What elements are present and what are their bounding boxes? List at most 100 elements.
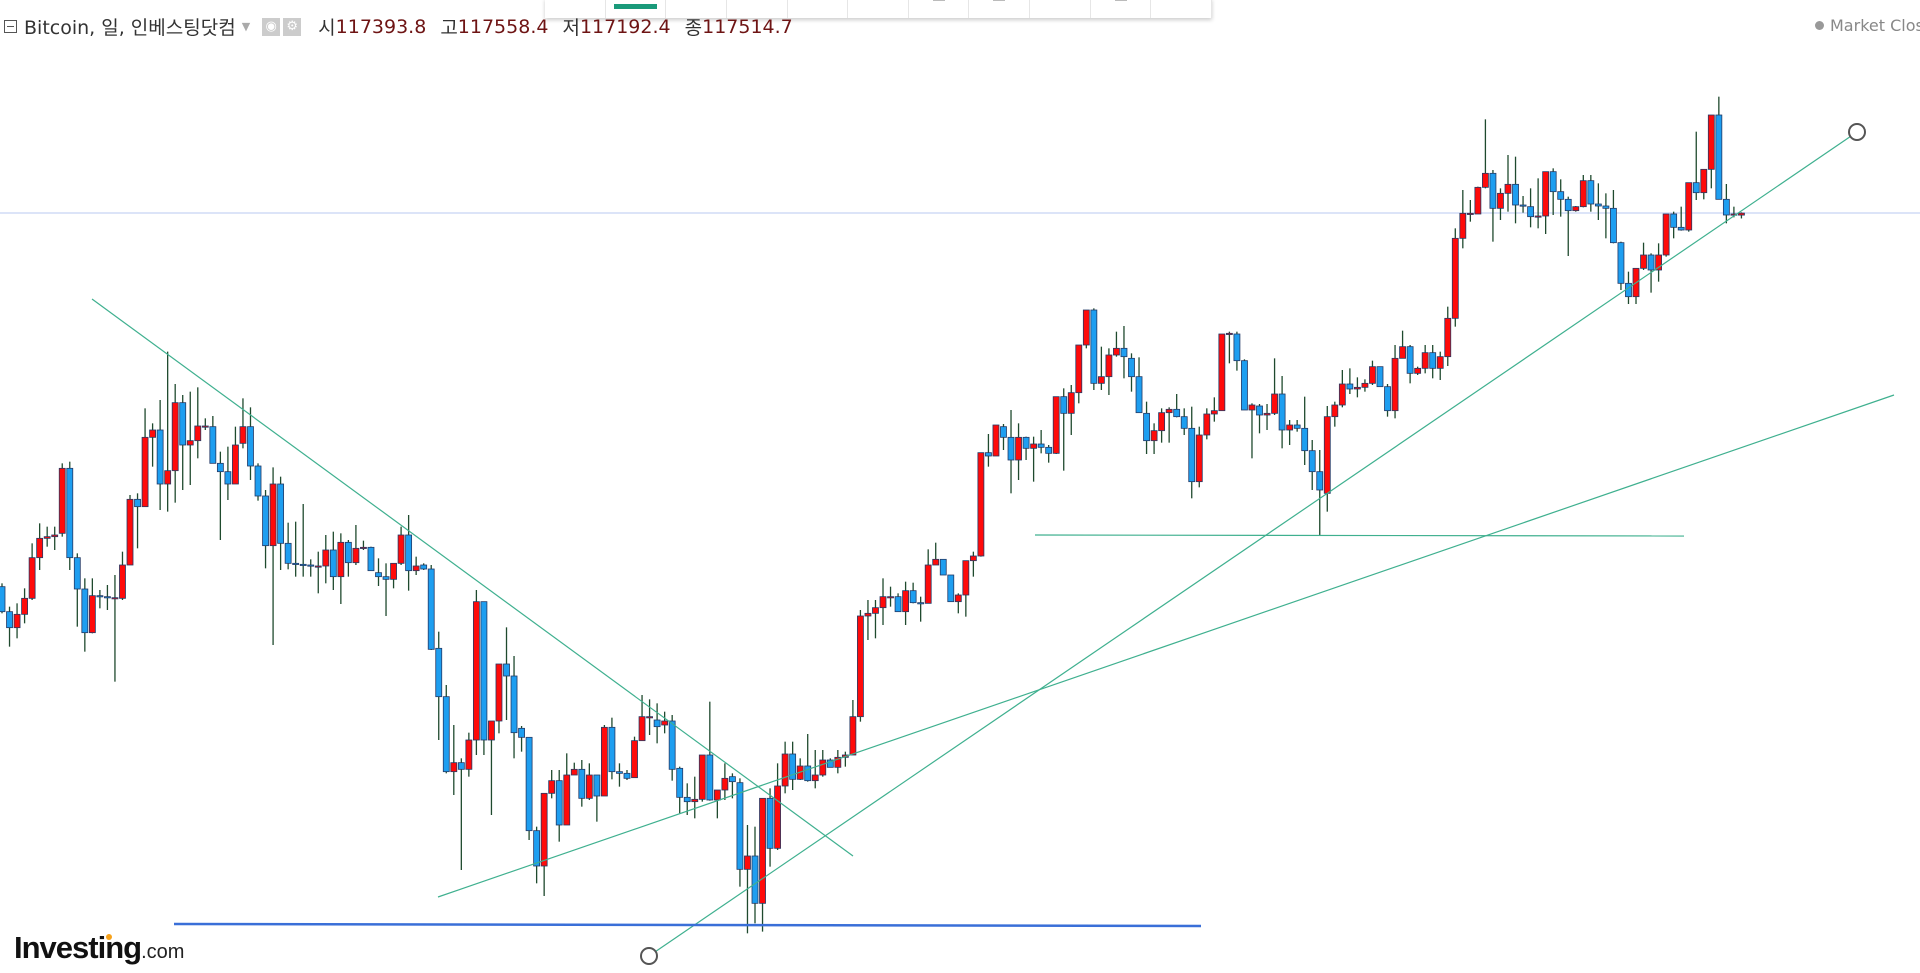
candle	[1323, 406, 1331, 512]
rising-support-steep-trendline[interactable]	[648, 131, 1858, 957]
candle-body-up	[1444, 317, 1452, 358]
candle-body-up	[239, 426, 247, 444]
candle-body-down	[405, 534, 413, 572]
blue-support-level[interactable]	[173, 922, 1202, 928]
candle-body-down	[299, 563, 307, 566]
candle	[616, 763, 623, 787]
toolbar-button[interactable]	[848, 0, 909, 18]
candle	[510, 656, 518, 759]
candle	[472, 590, 480, 755]
toolbar-button[interactable]	[969, 0, 1031, 18]
symbol-title[interactable]: Bitcoin, 일, 인베스팅닷컴	[24, 17, 236, 39]
candle	[420, 563, 428, 570]
candle-body-up	[563, 774, 571, 826]
candle-body-up	[1542, 171, 1550, 217]
candle-body-up	[186, 440, 194, 446]
candle	[1451, 228, 1459, 327]
investing-logo[interactable]: Investing.com	[14, 930, 184, 966]
trendline-handle-end[interactable]	[1848, 123, 1866, 141]
trendline-handle-start[interactable]	[640, 947, 658, 965]
candle-body-up	[691, 798, 699, 803]
candle	[1346, 368, 1354, 394]
candle-body-up	[1579, 180, 1587, 208]
candle	[179, 395, 187, 490]
candle	[457, 758, 465, 870]
toolbar-button-active[interactable]	[606, 0, 667, 18]
candle	[375, 558, 382, 586]
toolbar-button[interactable]	[1151, 0, 1213, 18]
candle-body-up	[1286, 424, 1294, 431]
candle	[201, 418, 209, 430]
candle	[540, 792, 548, 896]
candle-body-up	[570, 768, 578, 776]
candle-body-up	[713, 789, 721, 801]
close-label: 종	[684, 17, 703, 39]
candle-body-down	[262, 495, 269, 547]
rising-support-long-trendline[interactable]	[437, 394, 1895, 898]
descending-resistance-trendline[interactable]	[91, 298, 854, 857]
candle	[224, 446, 232, 500]
candle	[1052, 396, 1060, 454]
candle	[570, 762, 578, 776]
candle-body-down	[457, 762, 465, 770]
candle-body-up	[969, 555, 977, 562]
candle-body-up	[1459, 212, 1467, 239]
candle	[322, 535, 330, 584]
toolbar-button[interactable]	[1091, 0, 1152, 18]
candle-body-down	[578, 768, 586, 799]
toolbar-button[interactable]	[727, 0, 788, 18]
toolbar-button[interactable]	[788, 0, 849, 18]
candle-body-down	[1278, 393, 1286, 431]
candle	[729, 773, 736, 799]
candle-body-up	[1113, 347, 1120, 356]
candle-body-up	[1210, 410, 1218, 415]
candle-body-up	[646, 716, 653, 719]
toolbar-button[interactable]	[666, 0, 727, 18]
candle	[1700, 168, 1708, 200]
green-support-level[interactable]	[1034, 534, 1685, 537]
candle-body-up	[450, 762, 458, 773]
candle	[156, 400, 164, 510]
candle	[0, 583, 6, 614]
candle-body-down	[525, 736, 533, 832]
candle	[1466, 200, 1474, 222]
candle-body-down	[510, 675, 518, 734]
candle-body-down	[66, 467, 74, 559]
candle	[299, 504, 307, 577]
candle-body-down	[1180, 416, 1188, 429]
candle	[909, 582, 917, 604]
candle-body-up	[1497, 192, 1504, 209]
candle-body-down	[73, 557, 81, 590]
candle	[1406, 345, 1414, 384]
dropdown-caret-icon[interactable]: ▼	[241, 20, 251, 33]
candle	[503, 627, 510, 720]
candle	[985, 434, 992, 467]
candle-body-down	[1594, 203, 1602, 207]
candle-body-down	[81, 588, 89, 634]
candle-body-up	[119, 564, 126, 599]
candle-body-down	[1241, 360, 1248, 411]
toolbar-button[interactable]	[1030, 0, 1091, 18]
candle	[1082, 309, 1090, 349]
candle	[1361, 379, 1369, 392]
gear-icon[interactable]: ⚙	[283, 17, 302, 36]
candle	[1143, 401, 1150, 454]
candle-body-down	[751, 855, 759, 904]
candle-body-up	[661, 720, 669, 726]
candle-body-down	[1120, 347, 1128, 358]
candle	[1459, 190, 1467, 249]
candle-body-up	[465, 739, 473, 770]
toolbar-button[interactable]	[545, 0, 606, 18]
low-label: 저	[562, 17, 580, 39]
eye-icon[interactable]: ◉	[262, 17, 281, 36]
collapse-icon[interactable]	[4, 20, 17, 33]
candle-body-up	[1466, 212, 1474, 215]
candle	[1256, 404, 1263, 434]
candle-body-up	[1165, 408, 1173, 414]
candle	[1316, 450, 1324, 535]
candle-body-up	[781, 753, 789, 787]
toolbar-button[interactable]	[909, 0, 970, 18]
candle-body-up	[1105, 354, 1113, 378]
candle-body-up	[962, 560, 970, 596]
